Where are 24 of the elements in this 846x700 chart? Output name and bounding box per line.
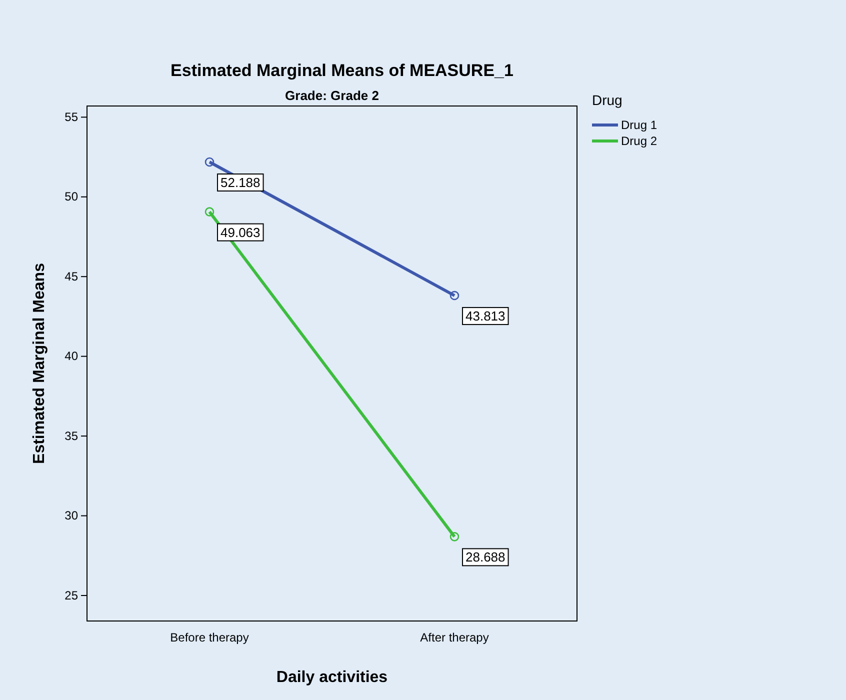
data-label: 43.813	[466, 308, 506, 324]
x-tick-label: After therapy	[420, 630, 489, 645]
point	[450, 532, 460, 542]
legend-label: Drug 2	[621, 134, 658, 148]
x-axis-title: Daily activities	[276, 669, 388, 686]
y-tick-label: 45	[64, 269, 78, 284]
y-tick-label: 55	[64, 110, 78, 124]
y-tick-label: 30	[64, 508, 78, 523]
y-tick-label: 50	[64, 190, 78, 204]
chart-title: Estimated Marginal Means of MEASURE_1	[170, 61, 514, 80]
legend-title: Drug	[592, 92, 622, 108]
y-tick-label: 35	[64, 428, 78, 443]
point	[450, 290, 460, 300]
legend-label: Drug 1	[621, 118, 658, 132]
point	[204, 207, 214, 216]
x-tick-label: Before therapy	[170, 630, 249, 645]
y-tick-label: 25	[64, 588, 78, 602]
data-label: 28.688	[466, 550, 506, 565]
y-tick-label: 40	[64, 349, 78, 364]
y-axis-title: Estimated Marginal Means	[31, 262, 48, 464]
point	[204, 157, 214, 167]
chart-subtitle: Grade: Grade 2	[285, 88, 379, 103]
data-label: 52.188	[220, 174, 260, 190]
data-label: 49.063	[220, 224, 260, 240]
